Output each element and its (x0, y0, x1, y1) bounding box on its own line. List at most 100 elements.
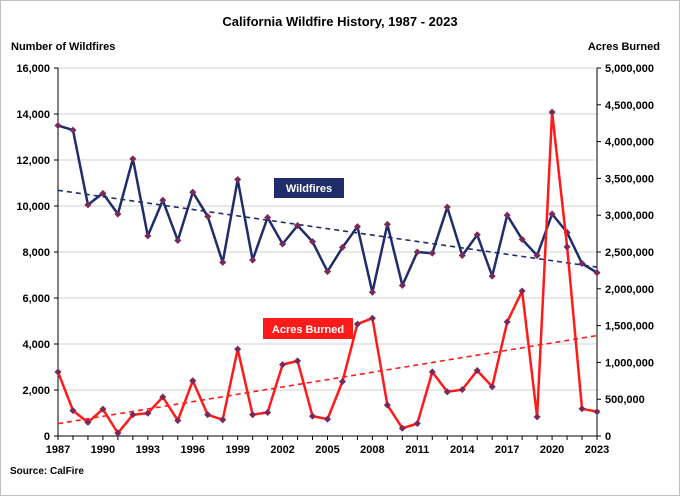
acres-burned-point (413, 419, 421, 428)
acres-burned-point (563, 243, 571, 251)
trendlines (57, 189, 598, 425)
wildfires-annotation: Wildfires (286, 183, 332, 195)
x-tick-label: 1999 (225, 444, 249, 456)
y-tick-label-right: 0 (605, 431, 611, 443)
wildfires-point (219, 258, 227, 266)
y-axis-left-label: Number of Wildfires (11, 41, 115, 53)
y-tick-label-left: 14,000 (16, 109, 50, 121)
acres-burned-point (488, 383, 496, 391)
wildfires-point (129, 155, 137, 163)
x-tick-label: 1990 (91, 444, 115, 456)
y-tick-label-left: 8,000 (22, 247, 50, 259)
wildfires-point (114, 210, 122, 218)
acres-burned-point (458, 386, 466, 394)
wildfires-point (458, 251, 466, 259)
acres-burned-point (383, 401, 391, 409)
wildfires-point (338, 243, 347, 251)
x-tick-label: 2008 (360, 444, 384, 456)
y-tick-label-left: 10,000 (16, 201, 50, 213)
wildfires-point (249, 256, 257, 264)
wildfires-point (189, 188, 197, 196)
acres-burned-point (398, 424, 406, 432)
acres-annotation-box (263, 318, 353, 339)
y-tick-label-right: 1,000,000 (605, 357, 654, 369)
wildfires-point (294, 222, 302, 230)
y-tick-label-right: 2,000,000 (605, 284, 654, 296)
wildfires-point (279, 240, 287, 248)
acres-burned-point (533, 413, 541, 421)
acres-burned-point (234, 345, 242, 353)
wildfires-point (488, 272, 496, 280)
x-tick-label: 2002 (270, 444, 294, 456)
x-tick-label: 1993 (136, 444, 160, 456)
y-tick-label-right: 1,500,000 (605, 321, 654, 333)
acres-burned-point (323, 415, 332, 423)
tick-labels: 0 2,000 4,000 6,000 8,000 10,000 12,000 14,000 1… (16, 63, 654, 456)
acres-burned-point (308, 412, 317, 420)
acres-burned-point (279, 361, 287, 369)
wildfires-point (533, 251, 541, 259)
acres-burned-point (99, 405, 107, 413)
acres-burned-trendline (57, 334, 598, 425)
wildfires-point (518, 235, 526, 243)
acres-burned-point (503, 318, 511, 326)
acres-burned-point (219, 416, 227, 424)
wildfires-point (144, 232, 152, 240)
x-tick-label: 2017 (495, 444, 519, 456)
x-tick-label: 2014 (450, 444, 475, 456)
acres-burned-point (338, 378, 347, 386)
y-tick-label-right: 500,000 (605, 394, 645, 406)
acres-burned-point (144, 409, 152, 417)
wildfires-point (503, 211, 511, 219)
acres-burned-point (578, 405, 586, 413)
acres-burned-point (264, 408, 272, 416)
acres-burned-point (84, 418, 92, 426)
y-tick-label-left: 0 (44, 431, 50, 443)
chart-title: California Wildfire History, 1987 - 2023 (222, 14, 457, 29)
wildfires-point (308, 238, 317, 246)
acres-burned-point (129, 411, 137, 419)
y-tick-label-left: 2,000 (22, 385, 50, 397)
x-tick-label: 2023 (585, 444, 609, 456)
y-tick-label-right: 4,000,000 (605, 137, 654, 149)
y-tick-label-right: 2,500,000 (605, 247, 654, 259)
series-annotations: Wildfires Acres Burned (263, 178, 353, 339)
gridlines (58, 67, 597, 391)
y-tick-label-right: 4,500,000 (605, 100, 654, 112)
wildfires-trendline (57, 189, 598, 268)
x-tick-label: 2020 (540, 444, 564, 456)
acres-annotation: Acres Burned (272, 324, 344, 336)
acres-burned-point (204, 411, 212, 419)
acres-burned-point (69, 407, 77, 415)
source-note: Source: CalFire (10, 466, 84, 477)
wildfires-point (413, 248, 421, 256)
wildfires-point (443, 203, 451, 211)
acres-burned-point (518, 287, 526, 295)
wildfires-point (204, 212, 212, 220)
y-tick-label-right: 3,000,000 (605, 210, 654, 222)
wildfires-annotation-box (274, 178, 344, 198)
wildfires-point (99, 189, 107, 197)
wildfires-point (234, 176, 242, 184)
acres-burned-point (473, 366, 481, 375)
y-tick-label-right: 3,500,000 (605, 173, 654, 185)
y-axis-right-label: Acres Burned (588, 41, 660, 53)
y-tick-label-left: 6,000 (22, 293, 50, 305)
wildfires-point (398, 281, 406, 289)
acres-burned-point (189, 377, 197, 385)
acres-burned-point (443, 388, 451, 396)
acres-burned-point (548, 108, 556, 116)
wildfires-point (84, 201, 92, 209)
x-tick-label: 2005 (315, 444, 339, 456)
acres-burned-point (294, 357, 302, 365)
acres-burned-point (593, 408, 601, 416)
acres-burned-point (353, 320, 361, 328)
wildfires-point (578, 259, 586, 268)
acres-burned-point (428, 368, 436, 376)
y-tick-label-right: 5,000,000 (605, 63, 654, 75)
wildfires-point (473, 231, 481, 239)
x-tick-label: 1987 (46, 444, 70, 456)
wildfires-point (353, 223, 361, 231)
